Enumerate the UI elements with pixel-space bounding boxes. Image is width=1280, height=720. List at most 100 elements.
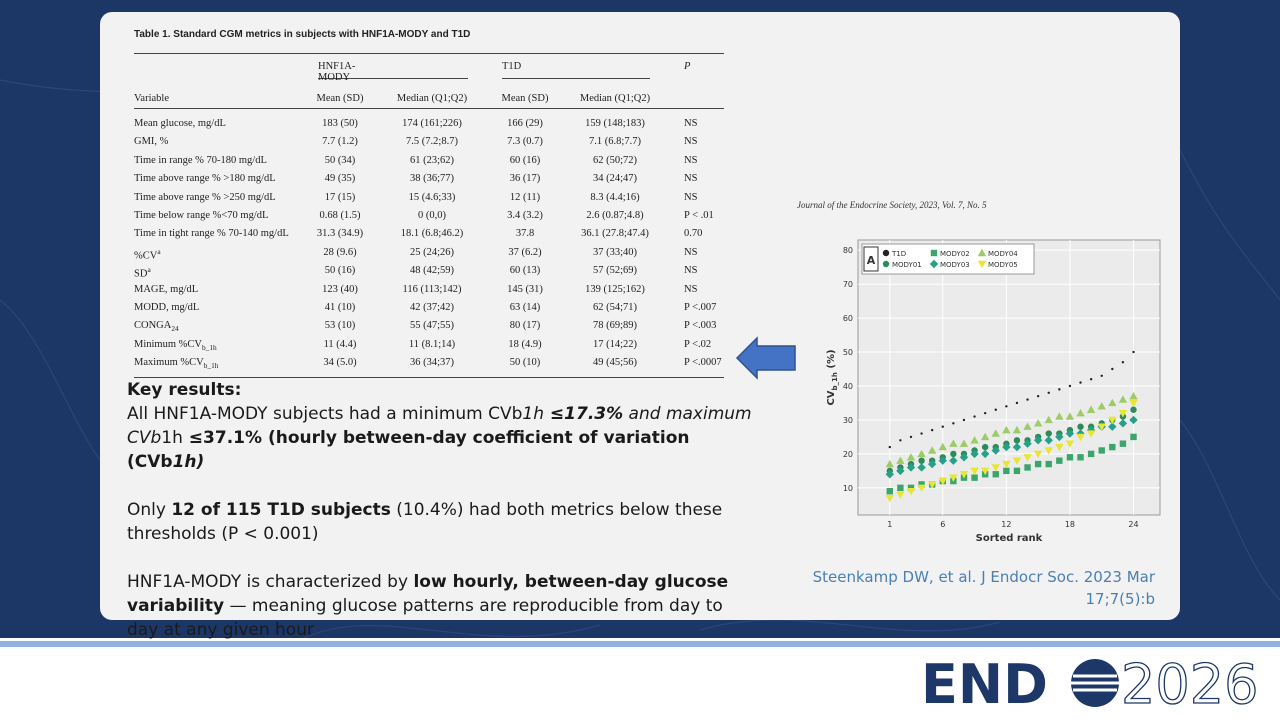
cell-text: P <.0007 — [684, 357, 722, 369]
cell-text: CONGA — [134, 320, 172, 332]
cell-text: SD — [134, 268, 148, 280]
data-point — [1033, 419, 1043, 427]
data-point — [1058, 388, 1061, 391]
data-point — [1012, 425, 1022, 434]
table-cell: 50 (10) — [485, 357, 565, 368]
text-run: All HNF1A-MODY subjects had a minimum CV… — [127, 404, 523, 424]
cell-text: 36 (34;37) — [409, 357, 455, 369]
cell-text: 8.3 (4.4;16) — [590, 191, 640, 203]
column-header: Mean (SD) — [501, 93, 549, 104]
table-cell: NS — [684, 284, 734, 295]
table-cell: P <.007 — [684, 302, 734, 313]
data-point — [886, 488, 893, 495]
cell-text: 7.7 (1.2) — [322, 136, 358, 148]
group-header: T1D — [502, 61, 522, 72]
data-point — [1015, 401, 1019, 405]
data-point — [909, 435, 913, 439]
cell-text: 17 (14;22) — [592, 338, 638, 350]
data-point — [1033, 436, 1043, 445]
cell-text: Mean glucose, mg/dL — [134, 118, 226, 129]
data-point — [1066, 454, 1074, 461]
data-point — [1065, 412, 1075, 420]
table-cell: 7.1 (6.8;7.7) — [570, 136, 660, 147]
text-run: 1h — [522, 404, 545, 424]
panel-box — [863, 246, 879, 272]
cell-text: Time above range % >180 mg/dL — [134, 173, 276, 185]
data-point — [1055, 443, 1064, 452]
table-cell: 123 (40) — [300, 284, 380, 295]
table-cell: 78 (69;89) — [570, 320, 660, 331]
text-run: 12 of 115 T1D subjects — [171, 500, 391, 520]
data-point — [927, 481, 937, 489]
data-point — [1033, 450, 1043, 459]
paragraph: HNF1A-MODY is characterized by low hourl… — [127, 570, 757, 642]
cell-text: 18.1 (6.8;46.2) — [400, 228, 464, 240]
table-cell: 60 (13) — [485, 265, 565, 276]
y-tick-label: 40 — [843, 382, 853, 391]
paragraph: Only 12 of 115 T1D subjects (10.4%) had … — [127, 498, 757, 546]
table-cell: 34 (5.0) — [300, 357, 380, 368]
table-cell: 37.8 — [485, 228, 565, 239]
legend-marker — [977, 260, 987, 269]
cell-text: 53 (10) — [324, 320, 356, 332]
table-cell: 37 (6.2) — [485, 247, 565, 258]
table-cell: 55 (47;55) — [387, 320, 477, 331]
data-point — [980, 432, 990, 441]
data-point — [896, 491, 905, 499]
data-point — [906, 453, 916, 461]
data-point — [1036, 394, 1040, 398]
cell-text: 159 (148;183) — [585, 118, 645, 129]
cell-text-sub: 24 — [171, 324, 179, 334]
cell-text: NS — [684, 191, 698, 203]
table-cell: 116 (113;142) — [387, 284, 477, 295]
table-cell: 50 (34) — [300, 155, 380, 166]
cell-text: P <.02 — [684, 338, 712, 350]
cell-text: 50 (10) — [509, 357, 541, 369]
data-point — [991, 464, 1000, 472]
legend-box — [861, 243, 1035, 275]
data-point — [1079, 381, 1082, 384]
data-point — [918, 481, 925, 488]
cell-text: 60 (16) — [509, 154, 541, 166]
y-tick-label: 80 — [843, 246, 853, 255]
key-results: Key results: All HNF1A-MODY subjects had … — [127, 378, 757, 666]
cell-text: 57 (52;69) — [592, 265, 638, 277]
y-axis-label: CVb_1h (%) — [826, 349, 839, 405]
cell-text: 50 (16) — [324, 265, 356, 277]
cell-text: 183 (50) — [322, 118, 358, 129]
legend-marker — [930, 249, 938, 257]
panel-label: A — [867, 254, 876, 267]
data-point — [1076, 433, 1085, 442]
table-cell: 36 (17) — [485, 173, 565, 184]
text-run: (10.4%) had both metrics below these thr… — [127, 500, 723, 544]
data-point — [1065, 429, 1075, 438]
data-point — [897, 484, 904, 492]
data-point — [907, 484, 915, 492]
table-cell: 3.4 (3.2) — [485, 210, 565, 221]
data-point — [1129, 391, 1138, 400]
data-point — [896, 456, 905, 464]
cell-text: 50 (34) — [324, 154, 356, 166]
logo-brand: END — [921, 653, 1048, 716]
data-point — [1129, 399, 1138, 408]
data-point — [1097, 423, 1106, 431]
data-point — [1100, 374, 1103, 378]
table-cell: 37 (33;40) — [570, 247, 660, 258]
table-cell: NS — [684, 247, 734, 258]
table-cell: 36.1 (27.8;47.4) — [570, 228, 660, 239]
data-point — [983, 411, 987, 415]
table-cell: 63 (14) — [485, 302, 565, 313]
table-cell: %CVa — [134, 247, 314, 262]
column-header: Median (Q1;Q2) — [579, 93, 651, 104]
table-cell: MAGE, mg/dL — [134, 284, 314, 295]
cell-text: 0.68 (1.5) — [319, 210, 361, 221]
cell-text: 25 (24;26) — [409, 246, 455, 258]
cell-text: MAGE, mg/dL — [134, 283, 199, 295]
table-cell: Time above range % >180 mg/dL — [134, 173, 314, 184]
text-run: 1h) — [172, 452, 205, 472]
x-tick-label: 24 — [1128, 520, 1138, 529]
cell-text: 3.4 (3.2) — [507, 210, 543, 221]
cell-text: 60 (13) — [509, 265, 541, 277]
cell-text: NS — [684, 246, 698, 258]
